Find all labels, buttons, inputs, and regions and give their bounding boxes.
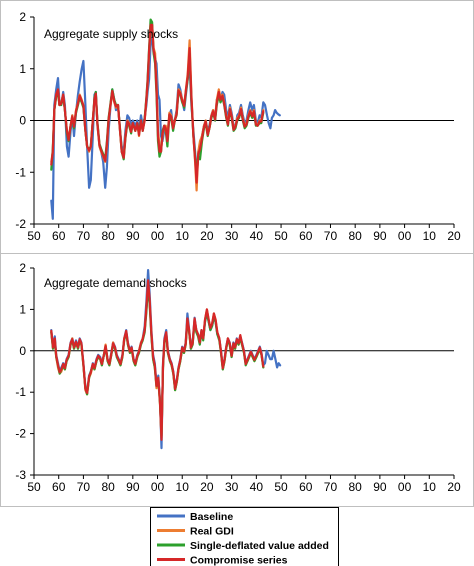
x-tick-label: 10 bbox=[423, 480, 437, 494]
x-tick-label: 90 bbox=[373, 480, 387, 494]
chart-title: Aggregate supply shocks bbox=[44, 27, 178, 41]
x-tick-label: 70 bbox=[77, 480, 91, 494]
demand-shocks-chart: -3 -2 -1 0 1 2 50 60 70 80 90 00 10 20 30 40 50 60 70 80 90 0… bbox=[15, 261, 461, 494]
x-tick-label: 20 bbox=[447, 480, 461, 494]
legend-label-baseline: Baseline bbox=[190, 511, 233, 523]
legend-label-real-gdi: Real GDI bbox=[190, 526, 234, 538]
y-tick-label: 1 bbox=[19, 302, 26, 316]
x-tick-label: 10 bbox=[423, 229, 437, 243]
y-tick-label: 2 bbox=[19, 10, 26, 24]
x-tick-label: 00 bbox=[398, 229, 412, 243]
y-tick-label: 0 bbox=[19, 114, 26, 128]
x-tick-label: 20 bbox=[200, 480, 214, 494]
x-tick-label: 80 bbox=[348, 229, 362, 243]
x-tick-label: 90 bbox=[126, 480, 140, 494]
x-tick-label: 50 bbox=[27, 229, 41, 243]
series-line-compromise-series bbox=[50, 279, 265, 441]
x-tick-label: 20 bbox=[447, 229, 461, 243]
x-tick-label: 80 bbox=[348, 480, 362, 494]
x-tick-label: 50 bbox=[274, 229, 288, 243]
x-tick-label: 50 bbox=[274, 480, 288, 494]
legend-label-compromise-series: Compromise series bbox=[190, 555, 288, 566]
x-tick-label: 40 bbox=[250, 480, 264, 494]
x-tick-label: 00 bbox=[151, 229, 165, 243]
legend: Baseline Real GDI Single-deflated value ad… bbox=[150, 507, 339, 566]
x-tick-label: 60 bbox=[299, 480, 313, 494]
x-tick-label: 70 bbox=[77, 229, 91, 243]
legend-label-single-deflated-value-added: Single-deflated value added bbox=[190, 540, 329, 552]
x-tick-label: 00 bbox=[151, 480, 165, 494]
x-tick-label: 10 bbox=[176, 480, 190, 494]
y-tick-label: -2 bbox=[15, 217, 26, 231]
x-tick-label: 90 bbox=[126, 229, 140, 243]
x-tick-label: 70 bbox=[324, 229, 338, 243]
y-tick-label: -1 bbox=[15, 165, 26, 179]
x-tick-label: 20 bbox=[200, 229, 214, 243]
y-tick-label: -1 bbox=[15, 385, 26, 399]
x-tick-label: 60 bbox=[52, 480, 66, 494]
x-tick-label: 10 bbox=[176, 229, 190, 243]
x-tick-label: 00 bbox=[398, 480, 412, 494]
y-tick-label: 0 bbox=[19, 344, 26, 358]
x-tick-label: 80 bbox=[101, 229, 115, 243]
x-tick-label: 40 bbox=[250, 229, 264, 243]
x-tick-label: 60 bbox=[299, 229, 313, 243]
supply-shocks-chart: -2 -1 0 1 2 50 60 70 80 90 00 10 20 30 40 50 60 70 80 90 00 1… bbox=[15, 10, 461, 243]
x-tick-label: 70 bbox=[324, 480, 338, 494]
y-tick-label: 2 bbox=[19, 261, 26, 275]
x-tick-label: 50 bbox=[27, 480, 41, 494]
x-tick-label: 60 bbox=[52, 229, 66, 243]
y-tick-label: -3 bbox=[15, 468, 26, 482]
x-tick-label: 30 bbox=[225, 480, 239, 494]
y-tick-label: -2 bbox=[15, 427, 26, 441]
x-tick-label: 80 bbox=[101, 480, 115, 494]
series-line-compromise-series bbox=[50, 23, 265, 184]
x-tick-label: 90 bbox=[373, 229, 387, 243]
x-tick-label: 30 bbox=[225, 229, 239, 243]
chart-title: Aggregate demand shocks bbox=[44, 276, 187, 290]
y-tick-label: 1 bbox=[19, 62, 26, 76]
